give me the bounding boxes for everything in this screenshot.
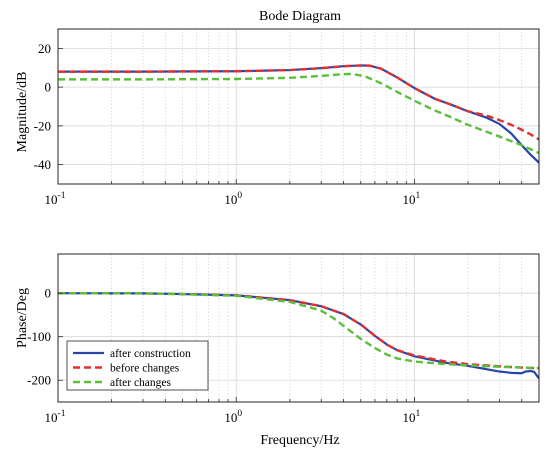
phase-series-2-line bbox=[58, 291, 539, 370]
magnitude-series bbox=[58, 64, 539, 164]
x-tick-label: 100 bbox=[224, 191, 242, 207]
y-tick-label: 0 bbox=[45, 80, 52, 95]
y-tick-label: 0 bbox=[45, 286, 52, 301]
chart-title: Bode Diagram bbox=[259, 9, 341, 24]
magnitude-ticks: 10-1 100 101 -40 -20 0 20 bbox=[34, 41, 540, 207]
magnitude-series-2-line bbox=[58, 72, 539, 155]
y-tick-label: -40 bbox=[34, 157, 51, 172]
phase-panel: 10-1 100 101 -200 -100 0 Phase/Deg Frequency/… bbox=[15, 253, 540, 448]
x-tick-label: 101 bbox=[403, 191, 421, 207]
y-tick-label: -200 bbox=[27, 373, 51, 388]
magnitude-ylabel: Magnitude/dB bbox=[15, 72, 30, 153]
phase-ticks: 10-1 100 101 -200 -100 0 bbox=[27, 286, 540, 425]
y-tick-label: 20 bbox=[38, 41, 51, 56]
magnitude-panel: Bode Diagram 10-1 100 101 -40 -20 0 20 Magnitu… bbox=[15, 9, 540, 207]
legend-label-1: before changes bbox=[110, 363, 180, 375]
magnitude-series-1-line bbox=[58, 64, 539, 141]
phase-axes-box bbox=[57, 253, 540, 403]
magnitude-axes-box bbox=[57, 28, 540, 185]
frequency-xlabel: Frequency/Hz bbox=[260, 433, 339, 448]
magnitude-grid bbox=[57, 29, 540, 184]
x-tick-label: 10-1 bbox=[45, 409, 66, 425]
phase-ylabel: Phase/Deg bbox=[15, 288, 30, 348]
y-tick-label: -20 bbox=[34, 118, 51, 133]
legend: after construction before changes after ch… bbox=[66, 340, 209, 391]
legend-label-0: after construction bbox=[110, 348, 191, 360]
x-tick-label: 100 bbox=[224, 409, 242, 425]
x-tick-label: 10-1 bbox=[45, 191, 66, 207]
phase-series bbox=[58, 291, 539, 380]
legend-label-2: after changes bbox=[110, 377, 172, 389]
y-tick-label: -100 bbox=[27, 329, 51, 344]
x-tick-label: 101 bbox=[403, 409, 421, 425]
